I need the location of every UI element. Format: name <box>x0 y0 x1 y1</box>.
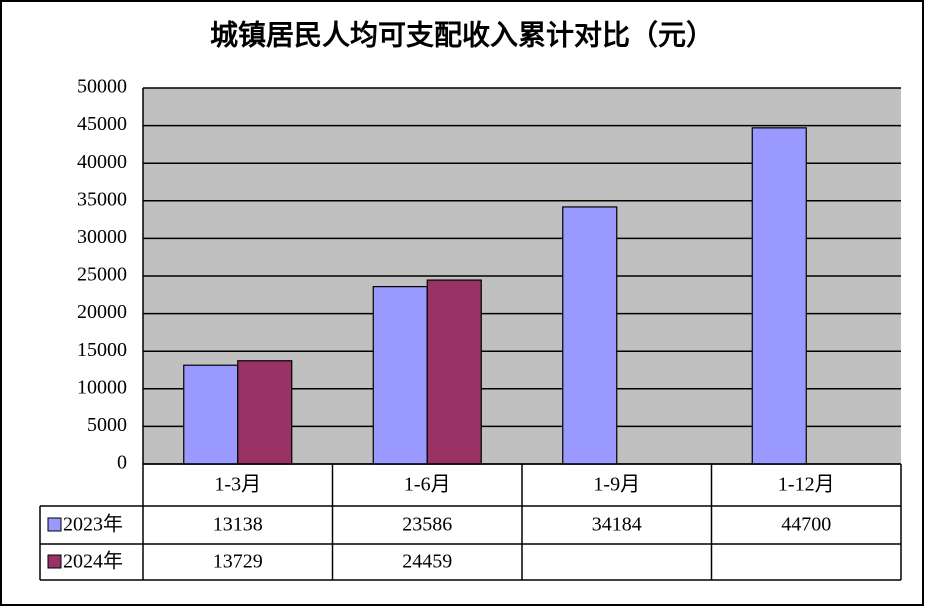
y-tick-label: 30000 <box>77 226 127 248</box>
table-value: 13138 <box>213 514 263 536</box>
table-value: 34184 <box>592 514 642 536</box>
legend-label: 2024年 <box>63 550 123 573</box>
legend-key <box>47 554 62 569</box>
y-tick-label: 40000 <box>77 151 127 173</box>
table-value: 44700 <box>781 514 831 536</box>
y-tick-label: 45000 <box>77 113 127 135</box>
bar <box>751 127 807 465</box>
bar <box>426 279 482 465</box>
table-value: 13729 <box>213 551 263 573</box>
x-tick-label: 1-12月 <box>778 474 835 496</box>
y-tick-label: 35000 <box>77 188 127 210</box>
y-tick-label: 50000 <box>77 76 127 98</box>
y-tick-label: 5000 <box>87 414 127 436</box>
x-tick-label: 1-9月 <box>593 474 640 496</box>
chart-title: 城镇居民人均可支配收入累计对比（元） <box>210 18 714 51</box>
bar <box>562 206 618 465</box>
table-value: 23586 <box>402 514 452 536</box>
y-tick-label: 0 <box>117 452 127 474</box>
legend-key <box>47 517 62 532</box>
y-tick-label: 15000 <box>77 339 127 361</box>
y-tick-label: 10000 <box>77 376 127 398</box>
table-value: 24459 <box>402 551 452 573</box>
bar <box>183 364 239 465</box>
y-tick-label: 25000 <box>77 264 127 286</box>
bar <box>237 360 293 465</box>
bar <box>372 286 428 465</box>
x-tick-label: 1-6月 <box>404 474 451 496</box>
legend-label: 2023年 <box>63 513 123 536</box>
x-tick-label: 1-3月 <box>214 474 261 496</box>
y-tick-label: 20000 <box>77 301 127 323</box>
